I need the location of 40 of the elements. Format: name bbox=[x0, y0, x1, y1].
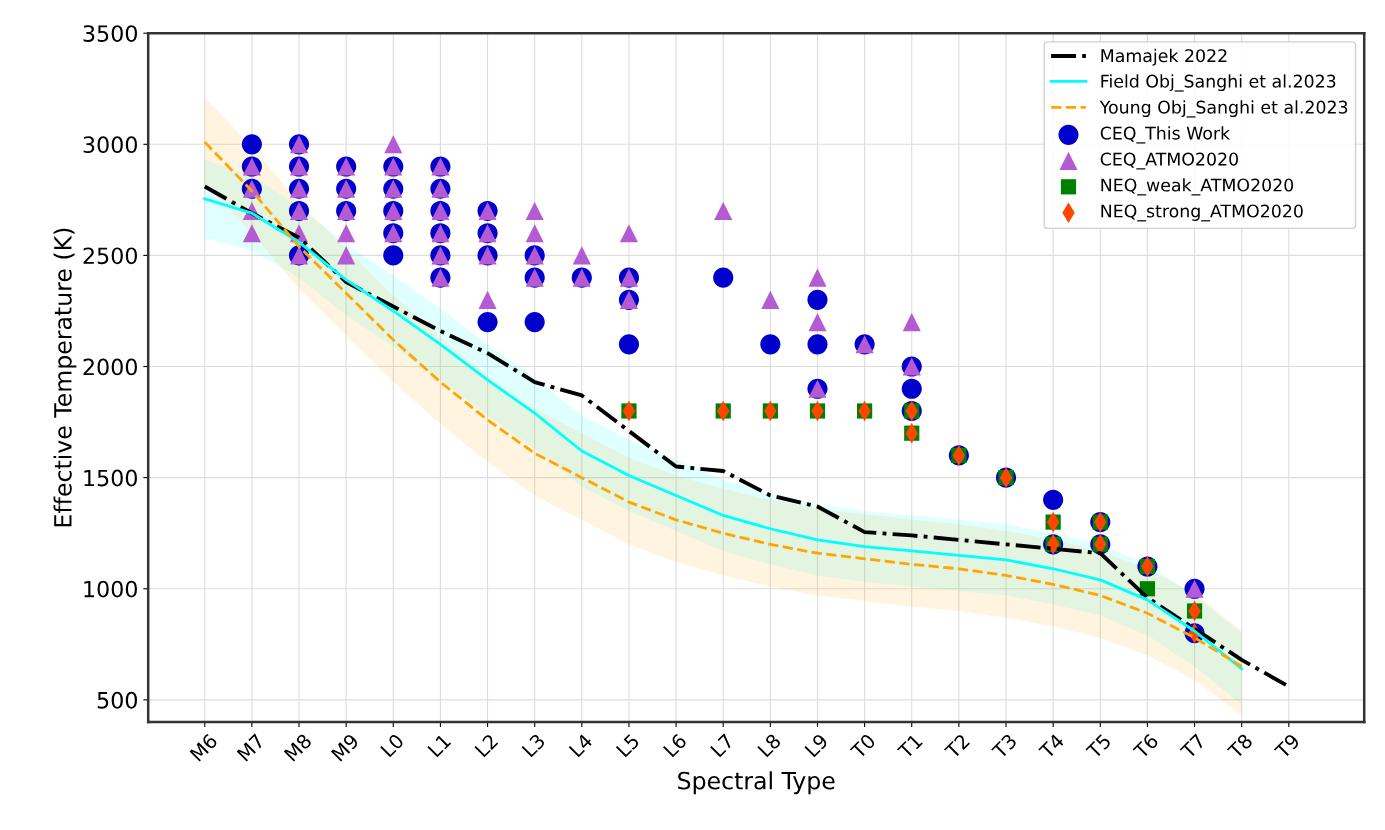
x-tick-label: T2 bbox=[943, 733, 970, 760]
y-tick-label: 3500 bbox=[83, 25, 137, 42]
legend-label: NEQ_strong_ATMO2020 bbox=[1101, 204, 1303, 222]
x-tick-label: M9 bbox=[330, 733, 360, 762]
x-axis-title: Spectral Type bbox=[678, 771, 835, 795]
y-tick-label: 2000 bbox=[83, 358, 137, 376]
y-tick-label: 3000 bbox=[83, 136, 137, 154]
legend-label: NEQ_weak_ATMO2020 bbox=[1101, 178, 1294, 196]
legend-label: Mamajek 2022 bbox=[1101, 48, 1227, 66]
x-tick-label: M7 bbox=[236, 733, 265, 762]
y-axis-title: Effective Temperature (K) bbox=[53, 228, 77, 527]
x-tick-label: T8 bbox=[1226, 733, 1254, 760]
legend-label: Young Obj_Sanghi et al.2023 bbox=[1099, 100, 1348, 118]
x-tick-label: T1 bbox=[896, 733, 923, 760]
legend-label: CEQ_ATMO2020 bbox=[1100, 152, 1238, 170]
x-tick-label: T4 bbox=[1038, 733, 1065, 760]
legend-label: CEQ_This Work bbox=[1100, 126, 1231, 144]
x-tick-label: L3 bbox=[521, 733, 546, 758]
x-tick-label: T3 bbox=[990, 733, 1018, 760]
x-tick-label: T5 bbox=[1085, 733, 1112, 760]
x-tick-label: M8 bbox=[283, 733, 313, 762]
x-tick-label: T9 bbox=[1273, 733, 1301, 760]
x-tick-label: T7 bbox=[1179, 733, 1206, 760]
y-tick-label: 1500 bbox=[84, 469, 137, 487]
x-tick-label: L0 bbox=[380, 732, 405, 758]
x-tick-label: L4 bbox=[568, 733, 594, 758]
y-tick-label: 500 bbox=[97, 691, 137, 709]
y-tick-label: 1000 bbox=[84, 580, 137, 598]
x-tick-label: T6 bbox=[1132, 732, 1160, 760]
x-tick-label: L8 bbox=[757, 733, 782, 758]
y-tick-label: 2500 bbox=[83, 247, 137, 265]
x-tick-label: L9 bbox=[804, 733, 829, 758]
x-tick-label: M6 bbox=[189, 732, 219, 762]
x-tick-label: L6 bbox=[662, 732, 688, 758]
x-tick-label: L1 bbox=[427, 733, 452, 758]
x-tick-label: L2 bbox=[474, 733, 499, 758]
x-tick-label: T0 bbox=[849, 732, 877, 760]
x-tick-label: L7 bbox=[710, 733, 735, 758]
x-tick-label: L5 bbox=[615, 733, 640, 758]
legend-label: Field Obj_Sanghi et al.2023 bbox=[1101, 74, 1336, 92]
